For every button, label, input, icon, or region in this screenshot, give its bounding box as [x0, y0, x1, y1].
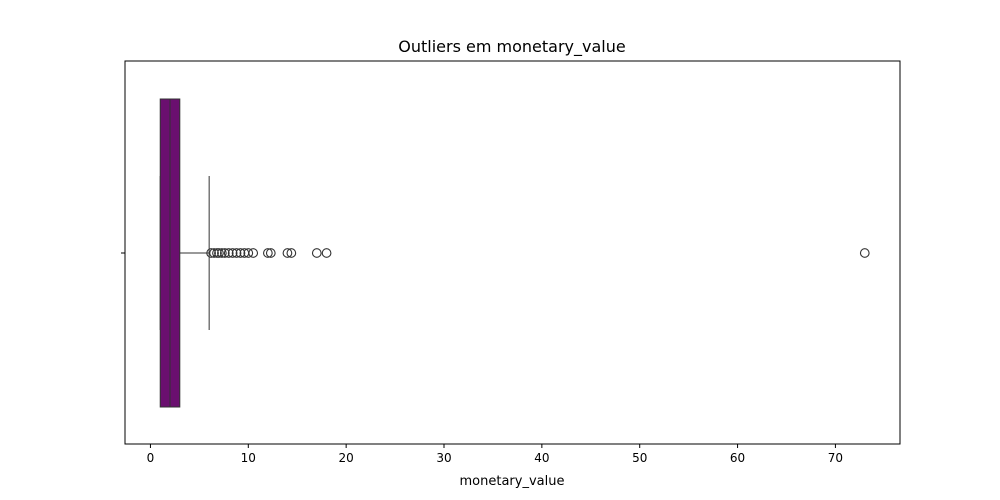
- outlier-point: [227, 248, 238, 258]
- outlier-point: [265, 248, 276, 258]
- outlier-point: [311, 248, 322, 258]
- outlier-point: [209, 248, 219, 258]
- outlier-point: [282, 248, 293, 258]
- x-tick-label: 60: [730, 451, 745, 465]
- outlier-point: [231, 248, 242, 258]
- x-tick-label: 30: [436, 451, 451, 465]
- outlier-point: [206, 248, 216, 258]
- x-tick-label: 20: [339, 451, 354, 465]
- x-tick-label: 0: [147, 451, 155, 465]
- outlier-point: [263, 248, 273, 258]
- x-axis-label: monetary_value: [460, 474, 565, 489]
- plot-area: 0 10 20 30 40 50 60 70: [121, 60, 901, 465]
- outlier-point: [223, 248, 234, 258]
- outlier-point: [248, 248, 259, 258]
- outlier-point: [286, 248, 297, 258]
- x-tick-label: 50: [632, 451, 647, 465]
- chart-title: Outliers em monetary_value: [398, 37, 625, 57]
- outlier-point: [217, 248, 227, 258]
- outlier-point: [214, 248, 224, 258]
- outlier-point: [219, 248, 230, 258]
- x-tick-label: 70: [828, 451, 843, 465]
- outlier-point: [243, 248, 254, 258]
- outlier-point: [235, 248, 246, 258]
- outlier-point: [321, 248, 332, 258]
- outlier-point: [859, 248, 870, 258]
- x-tick-label: 10: [241, 451, 256, 465]
- x-tick-label: 40: [534, 451, 549, 465]
